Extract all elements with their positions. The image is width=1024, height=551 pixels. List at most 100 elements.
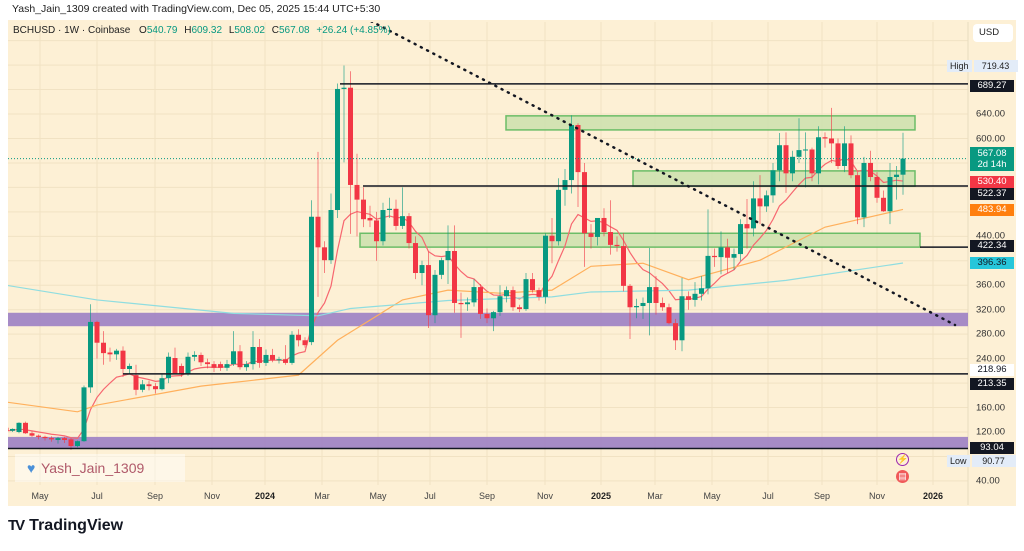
change-value: +26.24 (+4.85%) [316, 25, 391, 36]
candle-down [205, 362, 210, 365]
candle-up [159, 378, 165, 390]
y-tick: 320.00 [976, 304, 1006, 316]
candle-up [465, 302, 470, 305]
candle-up [75, 441, 80, 447]
candle-up [900, 158, 906, 175]
candle-up [335, 88, 340, 211]
candle-down [68, 439, 74, 447]
candle-down [62, 438, 67, 440]
x-tick: May [703, 491, 721, 501]
x-tick: Nov [868, 491, 886, 501]
candle-down [517, 307, 522, 310]
y-tick: 240.00 [976, 353, 1006, 365]
candle-up [770, 170, 776, 196]
candle-up [341, 87, 347, 89]
chart-frame [8, 20, 1016, 506]
zone-green [505, 115, 916, 131]
candle-down [361, 199, 366, 220]
x-tick: 2025 [590, 491, 612, 501]
candle-up [127, 365, 132, 370]
candle-up [263, 354, 269, 363]
candle-down [257, 347, 262, 363]
candle-down [621, 246, 626, 286]
candle-up [634, 306, 639, 308]
candle-down [601, 217, 607, 233]
candle-down [322, 247, 327, 261]
candle-up [276, 359, 282, 361]
candle-down [354, 184, 360, 200]
candle-up [504, 290, 509, 297]
ma-long-label: 396.36 [970, 257, 1014, 269]
x-tick: 2026 [922, 491, 944, 501]
us-flag-event-icon[interactable]: ▤ [896, 470, 909, 483]
candle-up [751, 198, 756, 229]
symbol-legend: BCHUSD · 1W · Coinbase O540.79 H609.32 L… [13, 25, 395, 36]
candle-up [894, 174, 899, 178]
candle-down [218, 364, 223, 368]
y-tick: 40.00 [976, 475, 1000, 487]
candle-down [653, 287, 659, 303]
candle-down [36, 435, 41, 437]
candle-down [530, 279, 535, 291]
open-value: 540.79 [146, 25, 178, 36]
candle-down [198, 354, 204, 363]
x-tick: Nov [536, 491, 554, 501]
candles [8, 65, 906, 450]
candle-down [757, 198, 763, 207]
candle-down [49, 438, 54, 440]
y-tick: 640.00 [976, 108, 1006, 120]
candle-up [419, 265, 425, 274]
level-label-219: 218.96 [970, 364, 1014, 376]
candle-up [432, 274, 438, 316]
candle-down [8, 427, 9, 431]
candle-down [296, 334, 301, 341]
open-label: O [139, 25, 147, 36]
candle-up [471, 287, 477, 303]
x-tick: Sep [478, 491, 496, 501]
candle-down [660, 302, 665, 308]
candle-up [491, 312, 496, 319]
candle-down [393, 208, 399, 226]
candle-down [614, 244, 620, 247]
candle-down [822, 137, 828, 139]
low-marker: Low 90.77 [947, 455, 1016, 467]
level-label-689: 689.27 [970, 80, 1014, 92]
candle-up [244, 364, 249, 368]
candle-down [23, 422, 28, 434]
author-watermark: Yash_Jain_1309 [15, 454, 185, 482]
candle-down [536, 290, 542, 297]
candle-up [562, 180, 568, 190]
currency-button[interactable]: USD [973, 24, 1013, 42]
candle-down [686, 296, 691, 300]
candle-down [549, 235, 555, 242]
x-tick: Nov [203, 491, 221, 501]
candle-down [868, 162, 873, 178]
candle-up [439, 260, 444, 275]
candle-down [835, 143, 841, 166]
x-tick: May [369, 491, 387, 501]
x-tick: 2024 [254, 491, 276, 501]
tradingview-logo[interactable]: TV TradingView [8, 517, 123, 535]
lightning-icon[interactable]: ⚡ [896, 453, 909, 466]
high-price: 719.43 [973, 60, 1018, 72]
candle-down [413, 243, 418, 274]
candle-down [627, 285, 633, 308]
candle-up [250, 347, 256, 365]
candle-down [575, 125, 581, 173]
candle-up [309, 216, 314, 343]
y-tick: 120.00 [976, 426, 1006, 438]
bar-countdown: 2d 14h [977, 159, 1007, 170]
symbol-title[interactable]: BCHUSD · 1W · Coinbase [13, 25, 131, 36]
candle-down [315, 216, 321, 248]
candle-down [666, 307, 672, 324]
low-price: 90.77 [971, 455, 1016, 467]
candle-up [861, 162, 867, 218]
candle-down [42, 436, 48, 439]
candle-down [874, 177, 880, 198]
candle-up [790, 156, 795, 174]
candle-up [718, 247, 724, 258]
x-tick: Sep [146, 491, 164, 501]
candle-down [179, 365, 184, 374]
y-tick: 160.00 [976, 402, 1006, 414]
